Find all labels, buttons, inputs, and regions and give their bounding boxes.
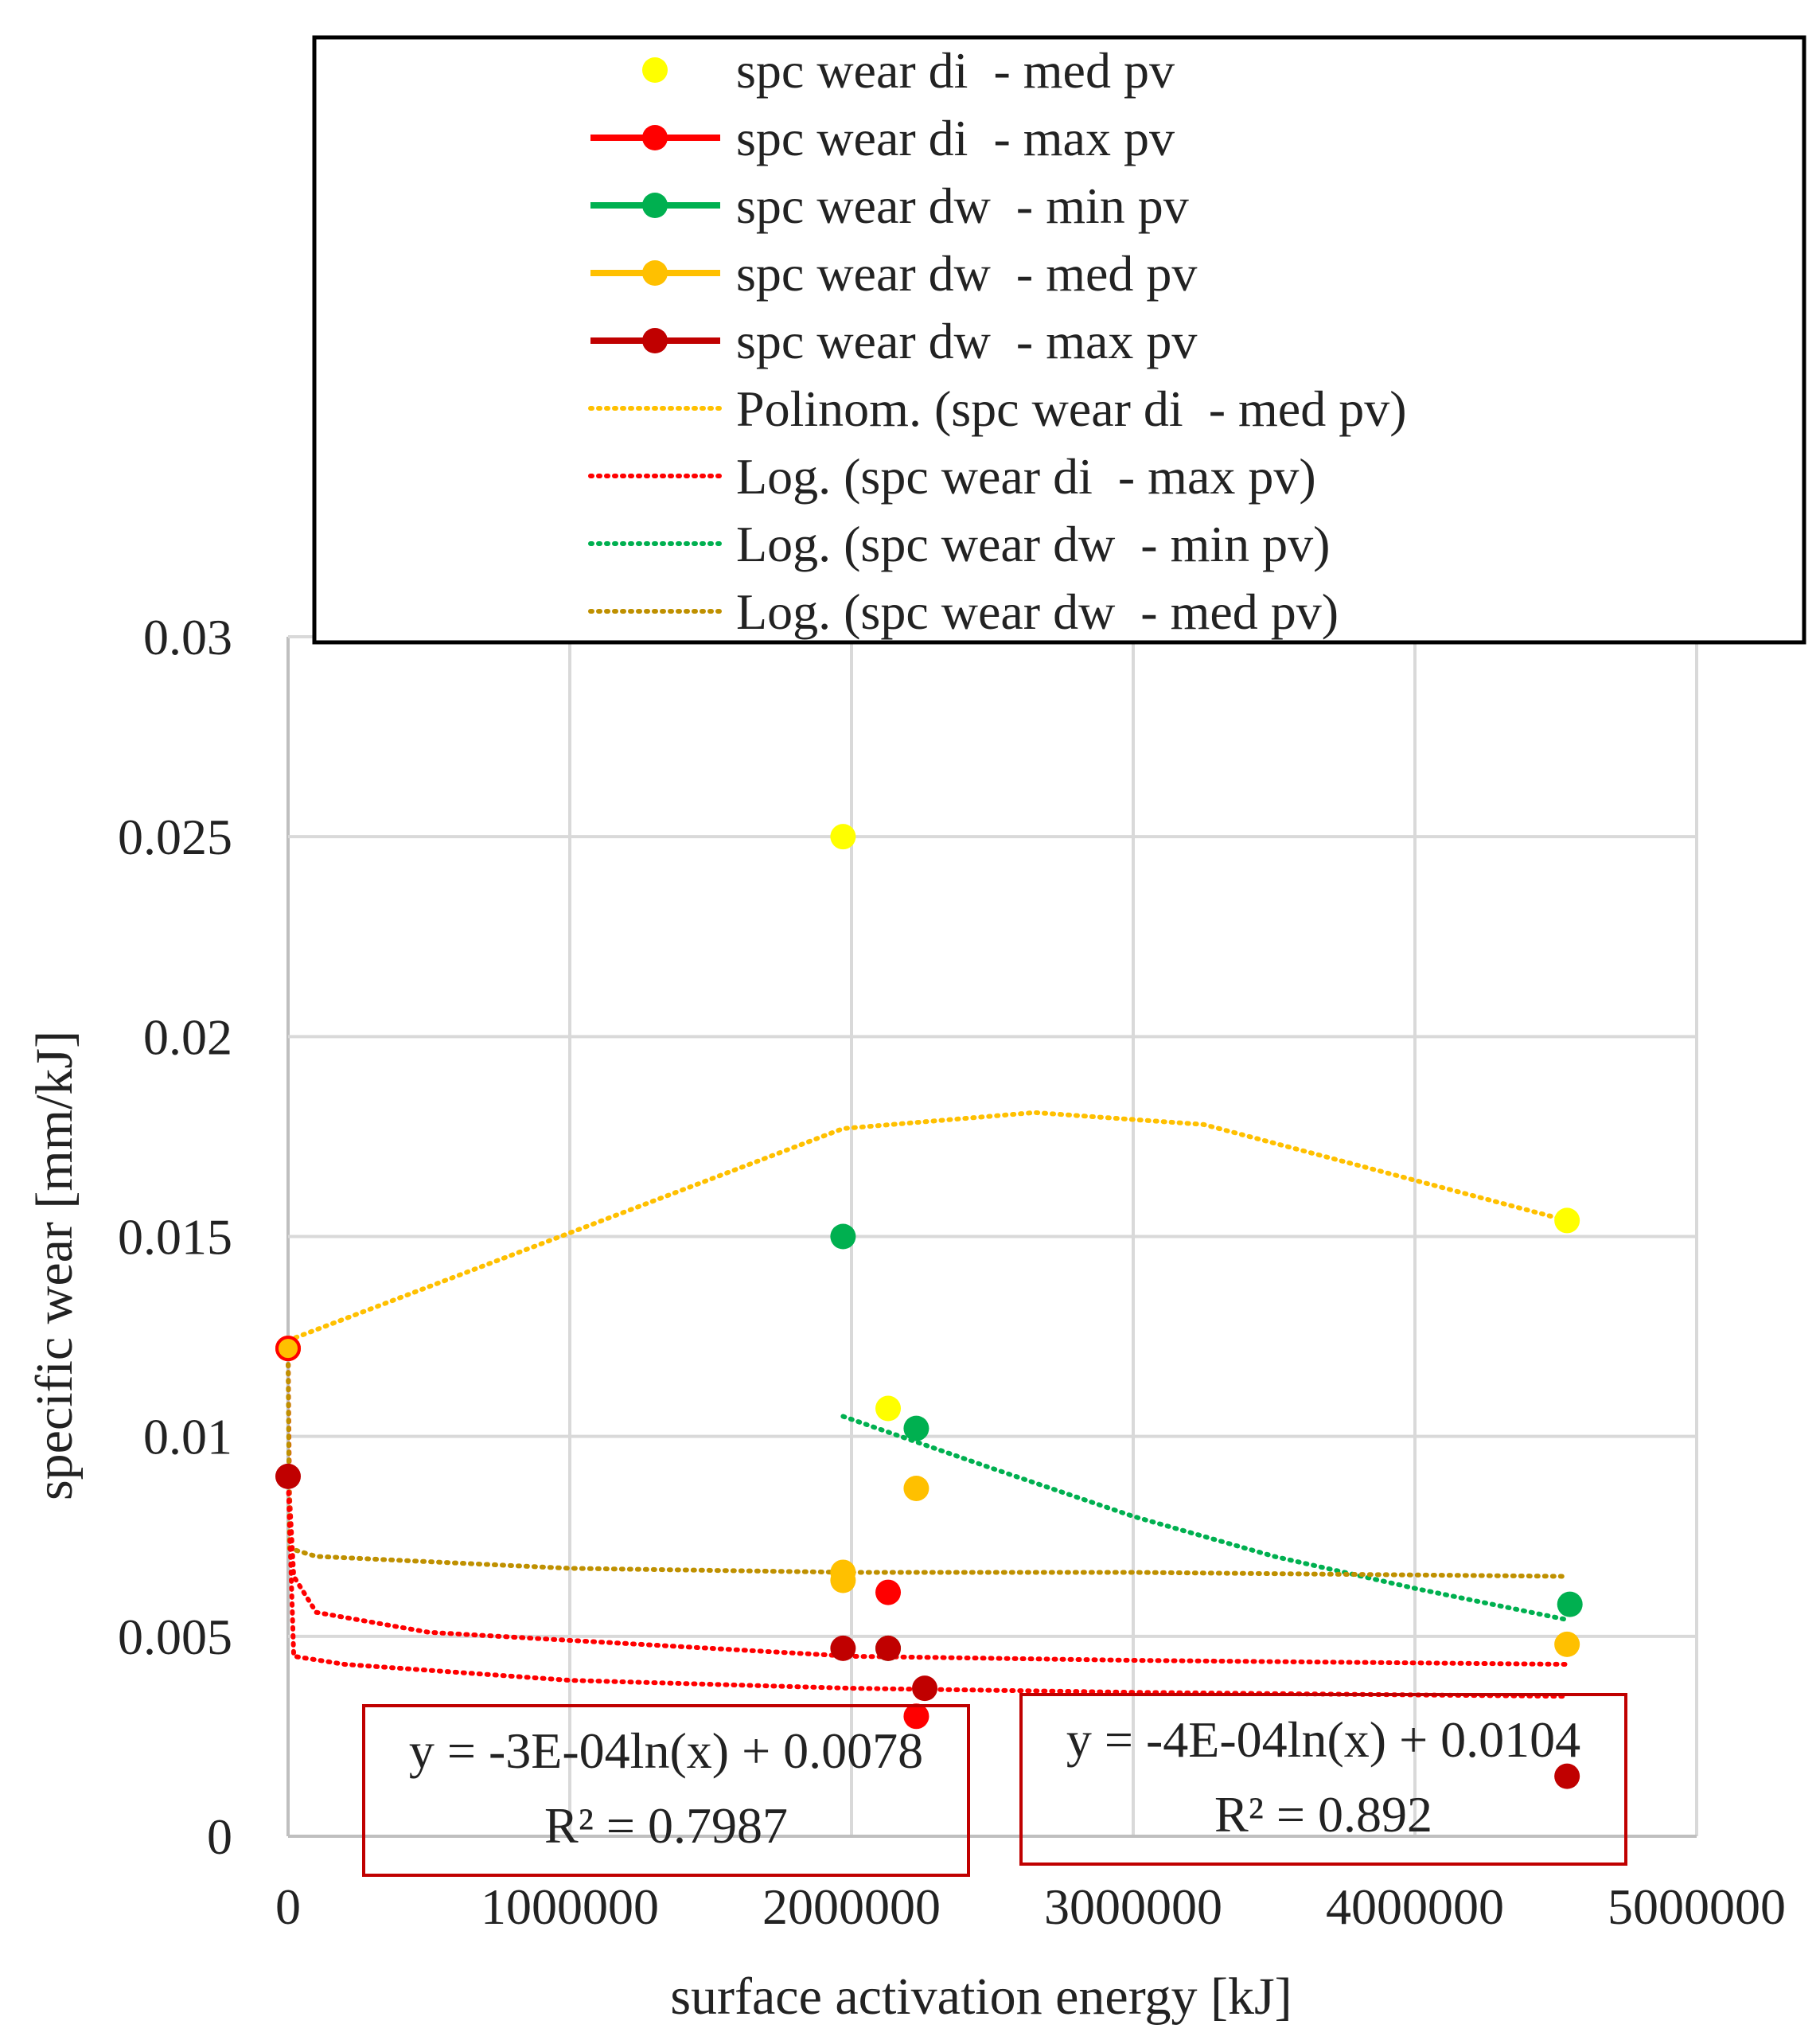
legend-item: spc wear dw - min pv xyxy=(590,177,1189,234)
equation-text: y = -4E-04ln(x) + 0.0104 xyxy=(1066,1711,1580,1768)
data-point xyxy=(1554,1207,1580,1234)
y-tick-label: 0.01 xyxy=(143,1409,232,1465)
trendline xyxy=(286,1473,1570,1699)
legend-label: Log. (spc wear dw - min pv) xyxy=(736,516,1330,572)
legend-marker xyxy=(642,328,668,353)
trendline xyxy=(286,1346,1570,1579)
legend-label: Log. (spc wear dw - med pv) xyxy=(736,583,1339,640)
equation-box-left: y = -3E-04ln(x) + 0.0078 R² = 0.7987 xyxy=(362,1704,970,1877)
legend-item: Log. (spc wear dw - med pv) xyxy=(588,583,1339,640)
y-tick-label: 0.02 xyxy=(143,1008,232,1065)
trendline xyxy=(286,1110,1570,1344)
x-tick-label: 5000000 xyxy=(1608,1878,1786,1935)
data-point xyxy=(875,1635,902,1661)
data-point xyxy=(275,1336,301,1362)
data-point xyxy=(1554,1763,1580,1789)
y-tick-label: 0.025 xyxy=(118,809,232,865)
legend-item: spc wear di - med pv xyxy=(642,42,1175,99)
x-tick-label: 2000000 xyxy=(762,1878,941,1935)
data-point xyxy=(275,1463,301,1489)
y-tick-label: 0 xyxy=(207,1808,232,1865)
legend-item: Log. (spc wear di - max pv) xyxy=(588,448,1316,505)
x-tick-label: 3000000 xyxy=(1044,1878,1222,1935)
legend-label: spc wear dw - min pv xyxy=(736,177,1189,234)
legend-item: spc wear dw - med pv xyxy=(590,245,1197,302)
y-tick-label: 0.005 xyxy=(118,1609,232,1665)
legend-marker xyxy=(642,260,668,286)
x-tick-label: 4000000 xyxy=(1326,1878,1504,1935)
data-point xyxy=(830,824,856,850)
x-tick-label: 1000000 xyxy=(481,1878,659,1935)
equation-box-border xyxy=(362,1704,970,1877)
y-tick-labels: 0 0.005 0.01 0.015 0.02 0.025 0.03 xyxy=(118,609,232,1865)
legend-marker xyxy=(642,193,668,218)
legend-label: spc wear di - med pv xyxy=(736,42,1175,99)
equation-box-right: y = -4E-04ln(x) + 0.0104 R² = 0.892 xyxy=(1019,1693,1627,1866)
x-tick-label: 0 xyxy=(275,1878,301,1935)
equation-box-border xyxy=(1019,1693,1627,1866)
y-axis-title: specific wear [mm/kJ] xyxy=(25,1031,84,1500)
data-point xyxy=(875,1579,902,1605)
legend: spc wear di - med pv spc wear di - max pv… xyxy=(312,35,1806,645)
data-point xyxy=(875,1395,902,1422)
x-axis-title: surface activation energy [kJ] xyxy=(670,1968,1292,2026)
trendline xyxy=(286,1346,1570,1667)
y-tick-label: 0.03 xyxy=(143,609,232,665)
legend-item: Polinom. (spc wear di - med pv) xyxy=(588,380,1407,437)
data-point xyxy=(903,1415,929,1441)
data-point xyxy=(830,1635,856,1661)
x-tick-labels: 0 1000000 2000000 3000000 4000000 5000000 xyxy=(275,1878,1786,1935)
r-squared-text: R² = 0.7987 xyxy=(544,1797,788,1854)
data-point xyxy=(830,1223,856,1250)
legend-label: Polinom. (spc wear di - med pv) xyxy=(736,380,1407,437)
legend-marker xyxy=(642,125,668,150)
data-points xyxy=(275,824,1583,1789)
legend-item: spc wear dw - max pv xyxy=(590,313,1197,369)
legend-label: spc wear dw - med pv xyxy=(736,245,1197,302)
legend-marker xyxy=(642,57,668,83)
data-point xyxy=(1557,1591,1583,1617)
trendlines xyxy=(286,1110,1573,1699)
data-point xyxy=(903,1475,929,1501)
data-point xyxy=(1554,1631,1580,1657)
equation-text: y = -3E-04ln(x) + 0.0078 xyxy=(409,1722,923,1779)
data-point xyxy=(830,1567,856,1593)
legend-box xyxy=(312,35,1806,645)
legend-item: spc wear di - max pv xyxy=(590,110,1175,166)
data-point xyxy=(912,1675,938,1702)
trendline xyxy=(840,1414,1573,1623)
data-point xyxy=(903,1703,929,1730)
legend-label: spc wear di - max pv xyxy=(736,110,1175,166)
legend-item: Log. (spc wear dw - min pv) xyxy=(588,516,1330,572)
legend-label: Log. (spc wear di - max pv) xyxy=(736,448,1316,505)
y-tick-label: 0.015 xyxy=(118,1209,232,1266)
r-squared-text: R² = 0.892 xyxy=(1214,1786,1432,1843)
legend-label: spc wear dw - max pv xyxy=(736,313,1197,369)
